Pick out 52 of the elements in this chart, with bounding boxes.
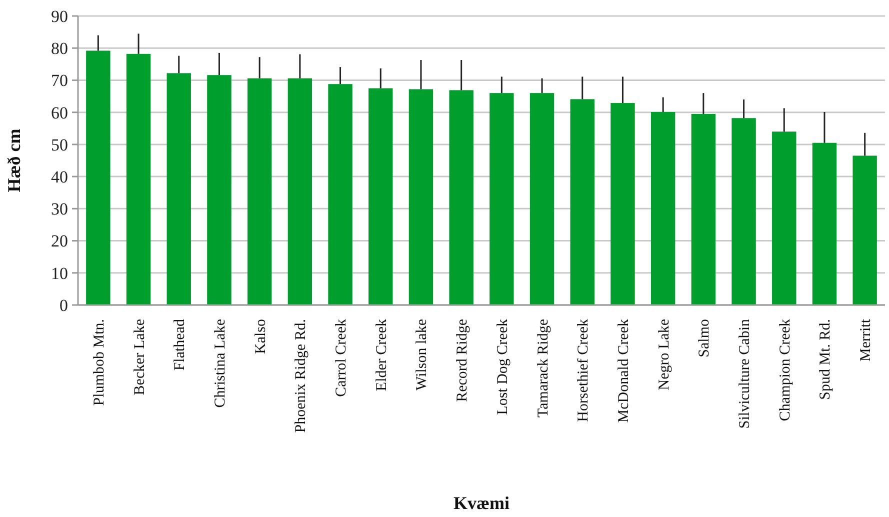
bar bbox=[328, 84, 352, 305]
bar bbox=[610, 103, 635, 305]
bar bbox=[650, 112, 676, 305]
x-tick-label: Plumbob Mtn. bbox=[91, 319, 108, 406]
x-tick-label: Kalso bbox=[252, 319, 269, 354]
bar bbox=[207, 75, 232, 305]
x-tick-label: Salmo bbox=[696, 319, 713, 358]
bar bbox=[166, 73, 191, 305]
x-tick-label: Lost Dog Creek bbox=[494, 318, 511, 415]
x-tick-label: Record Ridge bbox=[454, 318, 471, 402]
x-tick-label: Horsethief Creek bbox=[576, 318, 592, 422]
bar bbox=[126, 54, 151, 305]
y-tick-label: 90 bbox=[51, 6, 68, 26]
bar bbox=[732, 118, 756, 305]
x-tick-label: Becker Lake bbox=[132, 318, 148, 396]
bar bbox=[530, 93, 554, 305]
x-tick-label: Wilson lake bbox=[414, 318, 430, 390]
y-tick-label: 0 bbox=[60, 296, 68, 315]
x-axis-title: Kvæmi bbox=[454, 493, 510, 513]
bar bbox=[772, 132, 796, 305]
bar bbox=[490, 93, 514, 305]
y-tick-label: 50 bbox=[51, 135, 68, 154]
bar bbox=[408, 89, 434, 305]
x-tick-label: Negro Lake bbox=[656, 318, 672, 390]
y-axis-title: Hæð cm bbox=[4, 128, 24, 192]
y-tick-label: 40 bbox=[51, 168, 68, 187]
bar bbox=[852, 156, 877, 305]
x-tick-label: Christina Lake bbox=[212, 318, 228, 408]
bar bbox=[570, 99, 594, 305]
x-tick-label: Tamarack Ridge bbox=[535, 318, 552, 418]
bar bbox=[812, 142, 837, 305]
y-tick-label: 30 bbox=[51, 200, 68, 219]
x-tick-label: Champion Creek bbox=[777, 318, 794, 422]
y-tick-label: 80 bbox=[51, 39, 68, 58]
x-tick-label: Silviculture Cabin bbox=[737, 318, 754, 429]
x-tick-label: Phoenix Ridge Rd. bbox=[293, 319, 310, 433]
bar bbox=[368, 88, 393, 305]
bar bbox=[691, 114, 716, 305]
y-tick-label: 60 bbox=[51, 103, 68, 122]
y-tick-label: 20 bbox=[51, 232, 68, 251]
x-tick-label: Carrol Creek bbox=[334, 318, 350, 397]
y-tick-label: 70 bbox=[51, 71, 68, 90]
x-tick-label: Elder Creek bbox=[374, 318, 390, 392]
y-tick-label: 10 bbox=[51, 264, 68, 283]
x-tick-label: Merritt bbox=[858, 318, 874, 362]
bar bbox=[449, 90, 474, 305]
bar bbox=[86, 50, 110, 305]
bar bbox=[288, 78, 312, 305]
bar bbox=[247, 78, 272, 305]
x-tick-label: McDonald Creek bbox=[616, 318, 632, 423]
x-tick-label: Flathead bbox=[172, 318, 188, 371]
x-tick-label: Spud Mt. Rd. bbox=[818, 319, 834, 400]
